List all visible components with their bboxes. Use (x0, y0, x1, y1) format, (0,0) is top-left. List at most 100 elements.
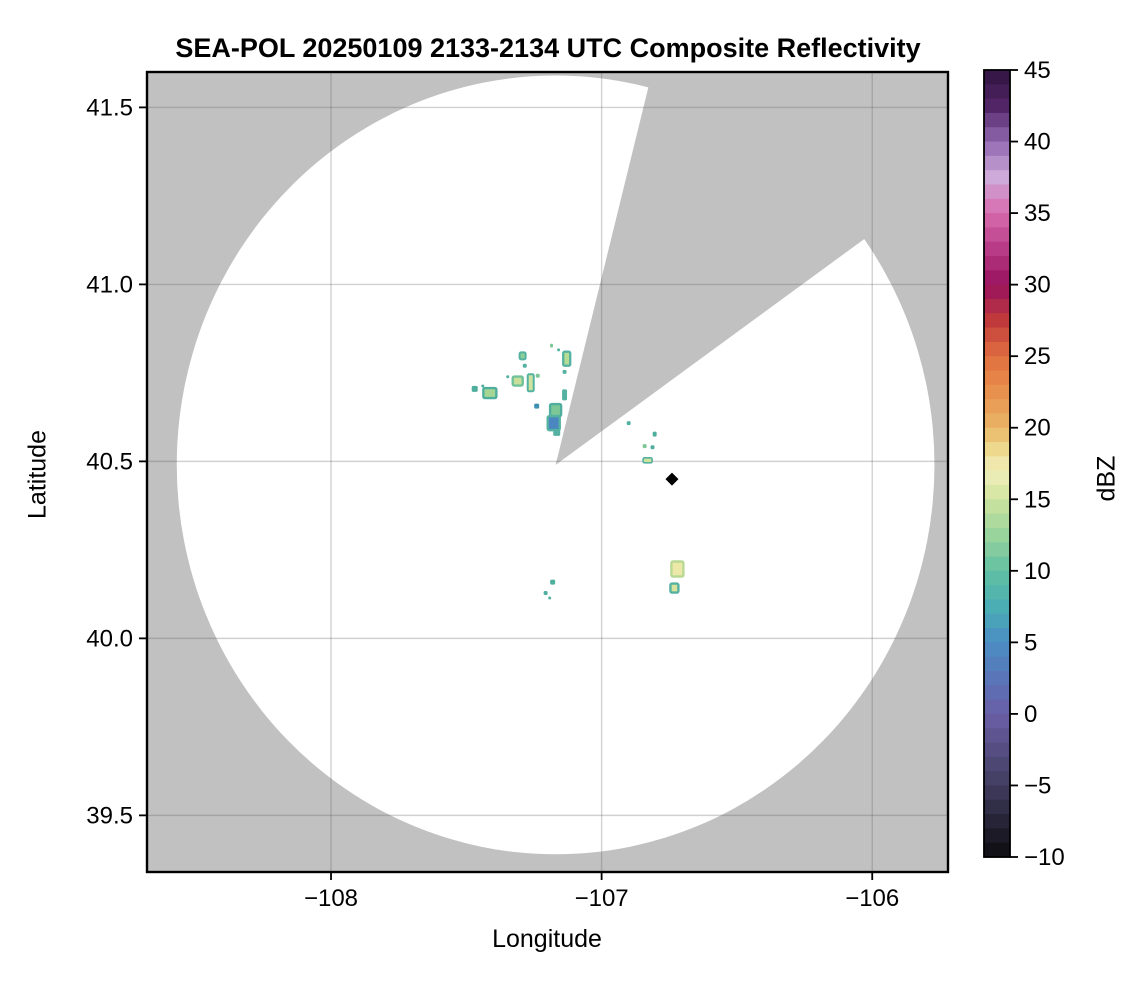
colorbar-band (984, 270, 1010, 286)
reflectivity-echo (557, 348, 561, 352)
colorbar-band (984, 470, 1010, 486)
colorbar-band (984, 799, 1010, 815)
colorbar-tick-label: 20 (1024, 415, 1051, 442)
colorbar-band (984, 828, 1010, 844)
x-tick-label: −107 (575, 885, 629, 912)
figure-title: SEA-POL 20250109 2133-2134 UTC Composite… (175, 33, 921, 63)
colorbar-band (984, 170, 1010, 186)
y-tick-label: 40.0 (86, 625, 133, 652)
colorbar-band (984, 513, 1010, 529)
reflectivity-echo (534, 403, 540, 409)
colorbar-band (984, 842, 1010, 858)
colorbar-tick-label: 40 (1024, 129, 1051, 156)
reflectivity-echo (522, 363, 527, 368)
colorbar-tick-label: 10 (1024, 558, 1051, 585)
colorbar-band (984, 356, 1010, 372)
colorbar-band (984, 628, 1010, 643)
blocked-sector-wedge (555, 72, 948, 465)
colorbar-band (984, 155, 1010, 171)
colorbar-band (984, 542, 1010, 558)
colorbar-band (984, 814, 1010, 829)
y-tick-label: 39.5 (86, 802, 133, 829)
site-marker-diamond (665, 472, 679, 486)
colorbar-band (984, 499, 1010, 515)
colorbar-band (984, 656, 1010, 672)
reflectivity-echo (626, 421, 631, 426)
colorbar-band (984, 771, 1010, 787)
plot-area (147, 72, 948, 872)
reflectivity-echo (642, 456, 653, 464)
colorbar-band (984, 384, 1010, 400)
reflectivity-echo (550, 579, 556, 585)
colorbar-band (984, 713, 1010, 729)
colorbar-band (984, 284, 1010, 300)
colorbar-band (984, 127, 1010, 143)
reflectivity-echo (546, 414, 561, 432)
colorbar-band (984, 341, 1010, 357)
colorbar-band (984, 484, 1010, 500)
reflectivity-echo (652, 431, 657, 437)
reflectivity-echo (548, 596, 552, 600)
colorbar-band (984, 427, 1010, 443)
colorbar-border (983, 69, 1011, 858)
colorbar: 45 40 35 30 25 20 15 10 5 0 −5 −10 (983, 57, 1065, 871)
colorbar-band (984, 599, 1010, 615)
colorbar-tick-label: 35 (1024, 200, 1051, 227)
y-axis-label: Latitude (23, 430, 52, 519)
colorbar-band (984, 456, 1010, 472)
colorbar-tick-label: 15 (1024, 486, 1051, 513)
colorbar-band (984, 184, 1010, 200)
colorbar-band (984, 756, 1010, 772)
colorbar-tick-label: 0 (1024, 701, 1037, 728)
colorbar-band (984, 112, 1010, 128)
reflectivity-echo (548, 402, 563, 418)
colorbar-band (984, 785, 1010, 801)
colorbar-band (984, 70, 1010, 85)
colorbar-band (984, 213, 1010, 228)
colorbar-band (984, 98, 1010, 114)
y-tick-label: 41.0 (86, 271, 133, 298)
colorbar-band (984, 413, 1010, 429)
colorbar-band (984, 198, 1010, 214)
colorbar-band (984, 256, 1010, 271)
x-tick-label: −106 (845, 885, 899, 912)
plot-border (145, 70, 950, 874)
colorbar-band (984, 241, 1010, 257)
colorbar-band (984, 327, 1010, 343)
x-tick-label: −108 (304, 885, 358, 912)
reflectivity-echo (553, 428, 561, 436)
colorbar-label: dBZ (1092, 455, 1121, 502)
colorbar-band (984, 670, 1010, 686)
colorbar-tick-label: 25 (1024, 343, 1051, 370)
reflectivity-echo (518, 351, 527, 361)
reflectivity-echo (670, 560, 685, 578)
colorbar-band (984, 313, 1010, 329)
colorbar-band (984, 728, 1010, 744)
colorbar-band (984, 642, 1010, 658)
reflectivity-echo (650, 445, 655, 450)
x-axis-label: Longitude (492, 925, 602, 953)
reflectivity-echo (543, 591, 548, 596)
colorbar-band (984, 685, 1010, 701)
colorbar-band (984, 84, 1010, 100)
colorbar-band (984, 613, 1010, 629)
colorbar-band (984, 399, 1010, 415)
reflectivity-echo (511, 375, 524, 387)
colorbar-tick-label: 5 (1024, 629, 1037, 656)
reflectivity-echo (506, 375, 510, 379)
reflectivity-echo (562, 389, 568, 401)
reflectivity-echo (669, 582, 680, 594)
reflectivity-echo (562, 369, 567, 374)
colorbar-band (984, 370, 1010, 386)
colorbar-tick-label: 45 (1024, 57, 1051, 84)
y-tick-label: 40.5 (86, 448, 133, 475)
colorbar-band (984, 742, 1010, 758)
reflectivity-echo (482, 386, 498, 400)
colorbar-band (984, 141, 1010, 157)
colorbar-band (984, 298, 1010, 314)
colorbar-band (984, 699, 1010, 715)
colorbar-band (984, 442, 1010, 457)
reflectivity-echo (550, 343, 554, 348)
